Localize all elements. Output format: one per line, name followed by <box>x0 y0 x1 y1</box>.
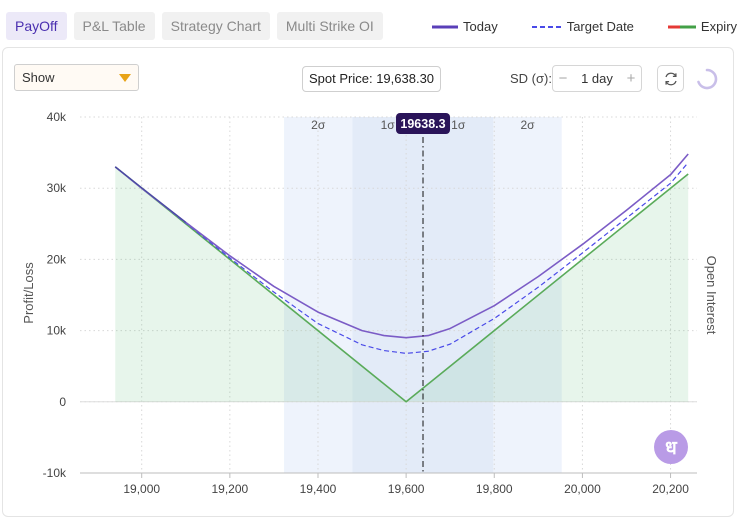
tab-pl-table[interactable]: P&L Table <box>73 12 155 40</box>
chart-legend: Today Target Date Expiry <box>432 19 737 34</box>
payoff-chart: 2σ 1σ 1σ 2σ 19638.3 -10k 0 10k 20k 30k 40k 19,000 19… <box>21 110 719 496</box>
x-tick-label: 19,000 <box>123 482 160 496</box>
sigma-band-label: 2σ <box>520 118 535 132</box>
brand-logo[interactable]: ध <box>654 430 688 464</box>
series-today-line <box>114 153 689 339</box>
tab-payoff[interactable]: PayOff <box>6 12 67 40</box>
x-tick-label: 19,800 <box>476 482 513 496</box>
sd-stepper: − 1 day + <box>552 65 642 92</box>
sigma-band <box>352 117 424 473</box>
y-tick-label: 0 <box>59 395 66 409</box>
series-expiry-line <box>114 166 689 403</box>
show-dropdown-label: Show <box>22 70 55 85</box>
expiry-profit-area <box>115 166 689 402</box>
sd-increment-button[interactable]: + <box>626 70 636 87</box>
legend-today-swatch <box>432 25 458 28</box>
legend-today[interactable]: Today <box>432 19 498 34</box>
x-tick-label: 20,000 <box>564 482 601 496</box>
spot-label-text: 19638.3 <box>400 117 445 131</box>
legend-expiry-label: Expiry <box>700 19 738 34</box>
y2-axis-label: Open Interest <box>704 256 719 335</box>
series-overlap-line <box>114 166 187 223</box>
show-dropdown[interactable]: Show <box>14 64 139 91</box>
loading-spinner-icon <box>697 68 718 90</box>
spot-price-badge: Spot Price: 19,638.30 <box>302 66 442 92</box>
legend-expiry-swatch <box>667 25 696 28</box>
sigma-band <box>423 117 494 473</box>
y-tick-label: 40k <box>47 110 67 124</box>
x-tick-label: 19,600 <box>388 482 425 496</box>
refresh-button[interactable] <box>657 65 684 92</box>
sd-label: SD (σ): <box>510 71 552 86</box>
legend-expiry[interactable]: Expiry <box>667 19 738 34</box>
y-tick-label: 30k <box>47 181 67 195</box>
x-tick-label: 20,200 <box>652 482 689 496</box>
refresh-icon <box>664 72 677 85</box>
y-axis-label: Profit/Loss <box>21 262 36 324</box>
legend-target-date[interactable]: Target Date <box>531 19 634 34</box>
x-tick-label: 19,400 <box>300 482 337 496</box>
legend-target-date-label: Target Date <box>566 19 634 34</box>
payoff-tabs: PayOff P&L Table Strategy Chart Multi St… <box>6 12 383 40</box>
spot-label-box <box>396 113 451 134</box>
x-tick-label: 19,200 <box>211 482 248 496</box>
legend-today-label: Today <box>463 19 498 34</box>
y-tick-label: -10k <box>43 466 67 480</box>
tab-multi-strike-oi[interactable]: Multi Strike OI <box>276 12 383 40</box>
legend-target-date-swatch <box>531 25 562 28</box>
tab-strategy-chart[interactable]: Strategy Chart <box>161 12 270 40</box>
sigma-band-label: 1σ <box>451 118 466 132</box>
sigma-band <box>493 117 562 473</box>
sd-value: 1 day <box>581 71 613 86</box>
sigma-band-label: 1σ <box>381 118 396 132</box>
chevron-down-icon <box>119 74 131 82</box>
y-tick-label: 20k <box>47 252 67 266</box>
sigma-band-label: 2σ <box>311 118 326 132</box>
y-tick-label: 10k <box>47 324 67 338</box>
sd-decrement-button[interactable]: − <box>558 70 568 87</box>
